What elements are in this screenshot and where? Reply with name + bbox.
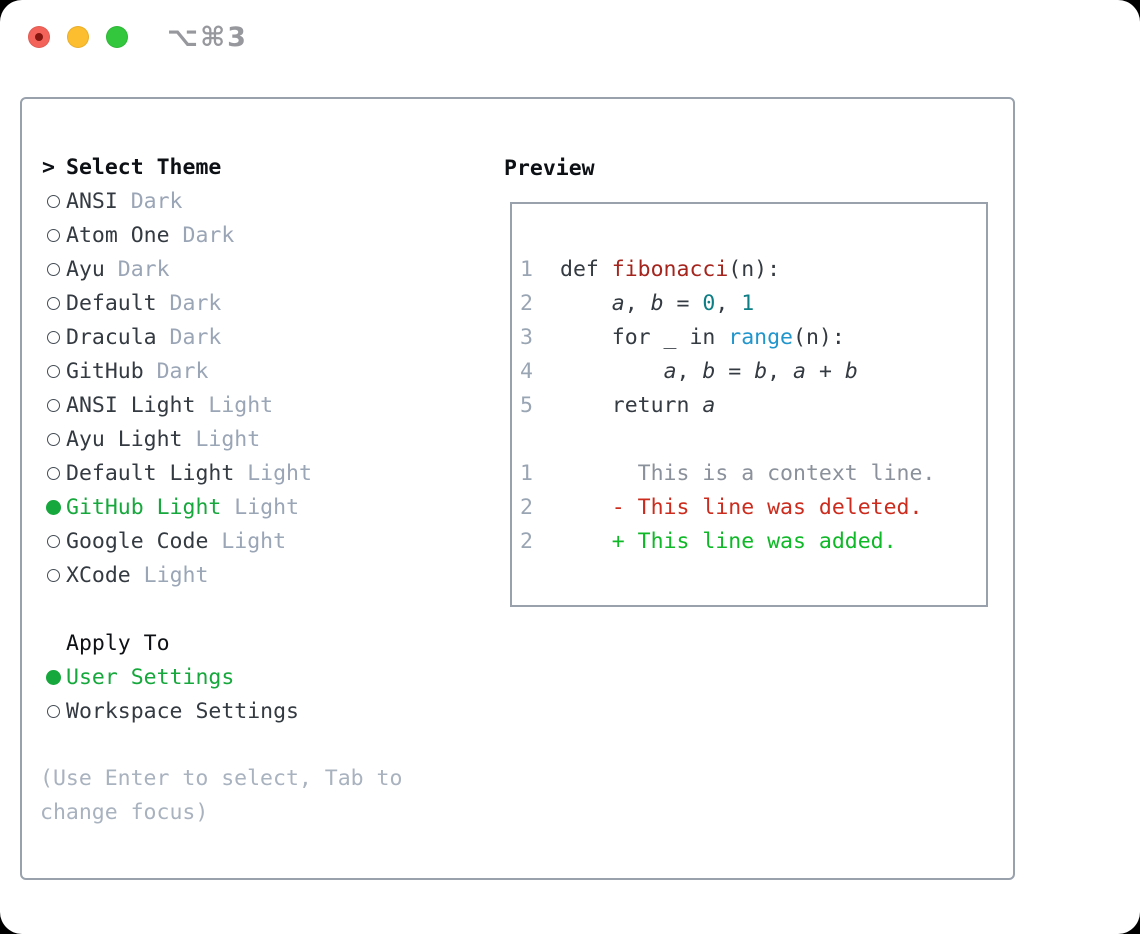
theme-option-selected[interactable]: GitHub Light Light [40, 490, 312, 524]
option-label: XCode [66, 562, 131, 588]
line-number: 5 [520, 393, 533, 418]
option-label: Atom One [66, 222, 170, 248]
option-variant-tag: Dark [169, 222, 235, 248]
titlebar: ⌥⌘3 [0, 0, 1140, 74]
apply-to-section: Apply To User Settings Workspace Settings [40, 626, 299, 728]
theme-option[interactable]: Default Dark [40, 286, 312, 320]
code-line: 2 + This line was added. [520, 525, 986, 559]
theme-option[interactable]: Dracula Dark [40, 320, 312, 354]
line-number: 3 [520, 325, 533, 350]
radio-icon [46, 534, 60, 548]
option-label: ANSI [66, 188, 118, 214]
radio-icon [46, 704, 60, 718]
close-dot-icon [35, 33, 43, 41]
apply-to-header-row: Apply To [40, 626, 299, 660]
option-variant-tag: Dark [156, 290, 222, 316]
option-label: Default [66, 290, 157, 316]
option-variant-tag: Light [221, 494, 300, 520]
option-variant-tag: Dark [117, 188, 183, 214]
radio-icon [46, 330, 60, 344]
option-label: GitHub [66, 358, 144, 384]
zoom-button[interactable] [106, 26, 128, 48]
option-variant-tag: Light [182, 426, 261, 452]
minimize-button[interactable] [67, 26, 89, 48]
radio-icon [46, 398, 60, 412]
line-number: 4 [520, 359, 533, 384]
theme-list-section: > Select Theme ANSI Dark Atom One Dark Ayu… [40, 150, 312, 592]
hint-text: (Use Enter to select, Tab to change focu… [40, 766, 403, 825]
line-number: 1 [520, 461, 533, 486]
theme-option[interactable]: Default Light Light [40, 456, 312, 490]
option-variant-tag: Light [195, 392, 274, 418]
radio-icon [46, 296, 60, 310]
option-label: ANSI Light [66, 392, 196, 418]
option-variant-tag: Light [208, 528, 287, 554]
radio-icon [46, 432, 60, 446]
line-number: 2 [520, 529, 533, 554]
theme-option[interactable]: XCode Light [40, 558, 312, 592]
apply-to-list: User Settings Workspace Settings [40, 660, 299, 728]
line-number: 2 [520, 495, 533, 520]
theme-list: ANSI Dark Atom One Dark Ayu Dark Default Da… [40, 184, 312, 592]
code-line: 4 a, b = b, a + b [520, 355, 986, 389]
radio-icon [46, 228, 60, 242]
option-variant-tag: Light [130, 562, 209, 588]
theme-option[interactable]: Google Code Light [40, 524, 312, 558]
option-label: GitHub Light [66, 494, 222, 520]
option-label: Ayu [66, 256, 105, 282]
preview-header: Preview [504, 155, 595, 181]
theme-option[interactable]: ANSI Dark [40, 184, 312, 218]
apply-option-selected[interactable]: User Settings [40, 660, 299, 694]
apply-option[interactable]: Workspace Settings [40, 694, 299, 728]
radio-icon [46, 364, 60, 378]
apply-to-title: Apply To [66, 630, 170, 656]
radio-icon [46, 262, 60, 276]
code-line [520, 423, 986, 457]
prompt-icon: > [42, 154, 55, 180]
radio-selected-icon [45, 499, 61, 515]
code-line: 5 return a [520, 389, 986, 423]
code-line: 1 This is a context line. [520, 457, 986, 491]
line-number: 1 [520, 257, 533, 282]
close-button[interactable] [28, 26, 50, 48]
option-label: Dracula [66, 324, 157, 350]
option-variant-tag: Dark [143, 358, 209, 384]
theme-option[interactable]: Ayu Light Light [40, 422, 312, 456]
radio-icon [46, 568, 60, 582]
option-variant-tag: Dark [104, 256, 170, 282]
select-theme-title: Select Theme [66, 154, 222, 180]
theme-option[interactable]: ANSI Light Light [40, 388, 312, 422]
code-line: 3 for _ in range(n): [520, 321, 986, 355]
option-label: Default Light [66, 460, 235, 486]
code-line: 2 a, b = 0, 1 [520, 287, 986, 321]
radio-icon [46, 466, 60, 480]
theme-dialog: > Select Theme ANSI Dark Atom One Dark Ayu… [20, 97, 1015, 880]
theme-option[interactable]: Ayu Dark [40, 252, 312, 286]
select-theme-header: > Select Theme [40, 150, 312, 184]
radio-icon [46, 194, 60, 208]
radio-selected-icon [45, 669, 61, 685]
option-variant-tag: Dark [156, 324, 222, 350]
option-label: Workspace Settings [66, 698, 299, 724]
option-label: Ayu Light [66, 426, 183, 452]
theme-option[interactable]: GitHub Dark [40, 354, 312, 388]
option-label: User Settings [66, 664, 235, 690]
code-line: 2 - This line was deleted. [520, 491, 986, 525]
line-number: 2 [520, 291, 533, 316]
option-variant-tag: Light [234, 460, 312, 486]
theme-option[interactable]: Atom One Dark [40, 218, 312, 252]
code-line: 1 def fibonacci(n): [520, 253, 986, 287]
option-label: Google Code [66, 528, 209, 554]
window-shortcut-label: ⌥⌘3 [167, 22, 248, 53]
